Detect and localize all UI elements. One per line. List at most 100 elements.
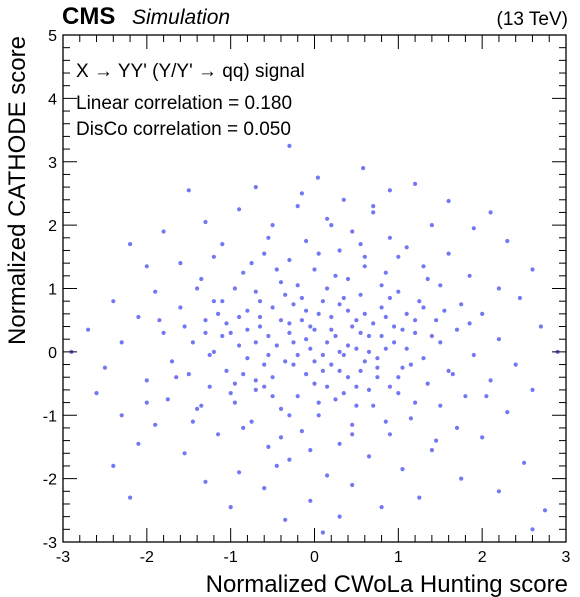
data-point xyxy=(371,210,376,215)
data-point xyxy=(387,384,392,389)
data-point xyxy=(358,292,363,297)
data-point xyxy=(228,330,233,335)
data-point xyxy=(228,391,233,396)
data-point xyxy=(361,166,366,171)
data-point xyxy=(237,343,242,348)
data-point xyxy=(295,352,300,358)
data-point xyxy=(496,337,501,342)
data-point xyxy=(262,362,267,367)
data-point xyxy=(392,324,397,329)
data-point xyxy=(329,362,334,367)
data-point xyxy=(199,403,204,408)
data-point xyxy=(203,479,208,484)
data-point xyxy=(287,457,292,462)
data-point xyxy=(341,295,346,301)
axis-ticks xyxy=(62,34,567,543)
data-point xyxy=(345,375,351,380)
data-point xyxy=(86,327,91,332)
data-point xyxy=(283,292,288,297)
data-point xyxy=(266,352,271,358)
data-point xyxy=(371,204,376,209)
data-point xyxy=(157,318,162,323)
data-point xyxy=(325,473,330,478)
data-point xyxy=(484,394,489,399)
simulation-label: Simulation xyxy=(132,6,230,29)
y-tick-label: 1 xyxy=(48,282,57,299)
data-point xyxy=(505,410,510,415)
data-point xyxy=(128,242,133,247)
scatter-points xyxy=(69,143,560,535)
data-point xyxy=(94,391,99,396)
data-point xyxy=(337,302,342,307)
data-point xyxy=(421,264,426,269)
data-point xyxy=(119,413,124,418)
data-point xyxy=(459,476,464,481)
data-point xyxy=(320,352,325,358)
data-point xyxy=(312,327,317,332)
data-point xyxy=(379,333,384,339)
data-point xyxy=(320,530,325,535)
x-tick-label: 3 xyxy=(562,549,571,566)
data-point xyxy=(404,311,409,316)
data-point xyxy=(287,413,292,418)
data-point xyxy=(278,406,284,411)
data-point xyxy=(153,422,158,427)
data-point xyxy=(522,460,527,465)
energy-label: (13 TeV) xyxy=(497,9,568,30)
data-point xyxy=(379,505,384,510)
data-point xyxy=(291,340,296,345)
data-point xyxy=(262,486,267,491)
data-point xyxy=(408,362,413,367)
data-point xyxy=(379,305,384,310)
data-point xyxy=(358,242,363,247)
data-point xyxy=(237,314,242,320)
data-point xyxy=(182,451,187,456)
data-point xyxy=(425,381,430,386)
data-point xyxy=(304,372,309,377)
data-point xyxy=(295,204,300,209)
data-point xyxy=(308,448,313,453)
data-point xyxy=(216,432,221,437)
data-point xyxy=(354,318,359,323)
data-point xyxy=(161,330,166,335)
data-point xyxy=(358,330,363,335)
x-tick-label: -3 xyxy=(56,549,70,566)
data-point xyxy=(207,384,212,389)
data-point xyxy=(262,251,267,256)
data-point xyxy=(354,384,359,389)
data-point xyxy=(446,198,451,204)
data-point xyxy=(387,295,392,301)
data-point xyxy=(387,432,392,437)
data-point xyxy=(333,273,338,278)
data-point xyxy=(253,289,258,294)
data-point xyxy=(220,242,225,247)
data-point xyxy=(341,391,346,396)
data-point xyxy=(211,349,216,354)
data-point xyxy=(366,387,372,392)
data-point xyxy=(379,283,384,288)
data-point xyxy=(329,223,334,228)
x-tick-label: -2 xyxy=(140,549,154,566)
data-point xyxy=(400,467,405,472)
data-point xyxy=(207,352,212,358)
data-point xyxy=(375,356,380,361)
data-point xyxy=(413,400,418,405)
data-point xyxy=(350,482,355,488)
x-tick-label: 2 xyxy=(478,549,487,566)
data-point xyxy=(341,352,346,358)
data-point xyxy=(203,318,208,323)
data-point xyxy=(467,273,472,278)
data-point xyxy=(366,349,372,354)
data-point xyxy=(308,346,313,351)
y-tick-label: -3 xyxy=(43,535,57,552)
data-point xyxy=(245,327,250,332)
data-point xyxy=(299,295,304,301)
data-point xyxy=(375,365,380,370)
data-point xyxy=(199,276,204,282)
data-point xyxy=(417,495,422,500)
data-point xyxy=(425,276,430,282)
data-point xyxy=(488,210,493,215)
data-point xyxy=(278,280,284,285)
data-point xyxy=(496,286,501,291)
data-point xyxy=(358,368,363,373)
